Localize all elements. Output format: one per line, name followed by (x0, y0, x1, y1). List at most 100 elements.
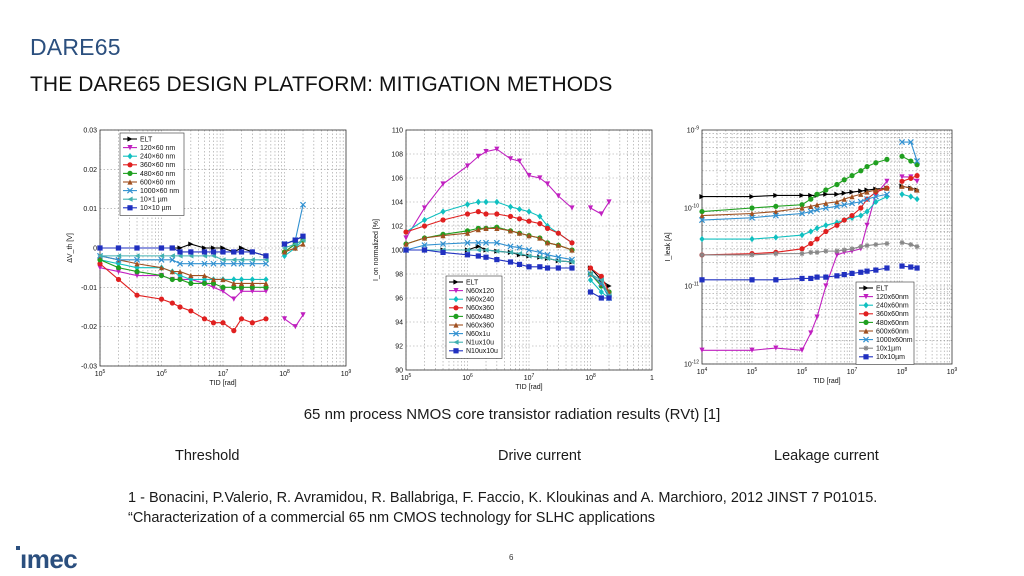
annealing-point (587, 271, 594, 277)
legend-marker (863, 285, 869, 291)
legend-entry: ELT (140, 136, 153, 143)
data-point (822, 204, 829, 212)
data-point (873, 160, 879, 166)
annealing-point (914, 158, 921, 165)
annealing-point (281, 241, 288, 247)
data-point (749, 235, 755, 243)
legend-marker (126, 187, 134, 194)
x-tick-label: 108 (279, 369, 290, 378)
data-point (848, 200, 856, 207)
data-point (231, 328, 237, 334)
data-point (263, 280, 269, 286)
data-point (238, 288, 245, 294)
plot-frame (701, 129, 953, 365)
data-point (814, 314, 820, 320)
data-point (858, 188, 864, 194)
legend-marker (863, 354, 869, 360)
y-tick-label: -0.02 (81, 324, 97, 331)
data-point (475, 209, 481, 215)
data-point (134, 292, 140, 298)
annealing-point (914, 162, 920, 168)
data-point (841, 196, 847, 202)
data-point (475, 243, 481, 249)
data-point (210, 320, 217, 326)
legend-entry: N60x480 (466, 314, 494, 321)
data-point (884, 265, 890, 271)
data-point (263, 316, 269, 322)
legend-entry: 360x60nm (876, 311, 909, 318)
legend-marker (453, 348, 459, 354)
data-point (97, 257, 103, 263)
data-point (134, 261, 140, 267)
data-point (177, 272, 183, 279)
legend-marker (127, 136, 133, 142)
legend-marker (863, 294, 869, 300)
reference-line-2: “Characterization of a commercial 65 nm … (128, 510, 656, 526)
data-point (834, 181, 840, 188)
data-point (699, 212, 705, 219)
y-tick-label: 90 (395, 368, 403, 375)
data-point (841, 201, 848, 208)
data-point (749, 252, 755, 258)
annealing-point (907, 139, 914, 146)
data-point (440, 181, 446, 187)
data-point (201, 249, 208, 255)
data-point (158, 296, 165, 302)
y-tick-label: 0.02 (83, 167, 97, 174)
data-point (569, 247, 575, 253)
data-point (864, 222, 870, 228)
data-point (555, 230, 561, 236)
data-point (201, 316, 208, 322)
annealing-point (898, 139, 906, 146)
figure-caption: 65 nm process NMOS core transistor radia… (303, 406, 721, 423)
data-point (464, 247, 471, 253)
data-point (483, 149, 489, 155)
data-point (555, 242, 561, 248)
data-point (507, 228, 514, 234)
data-point (403, 235, 409, 241)
legend-entry: 240×60 nm (140, 154, 175, 161)
data-point (188, 280, 194, 286)
data-point (799, 202, 805, 208)
series-1000x60nm (698, 139, 921, 224)
data-point (210, 249, 217, 255)
drive-current-chart: 105 106 107 108 1 90 92 94 96 98 100 102 104 106 108 11… (368, 118, 656, 398)
reference-line-1: 1 - Bonacini, P.Valerio, R. Avramidou, R… (128, 490, 878, 506)
legend-marker (453, 288, 459, 294)
data-point (773, 345, 779, 351)
data-point (864, 268, 870, 274)
legend-entry: N60x360 (466, 305, 494, 312)
data-point (238, 260, 245, 267)
legend-entry: 600x60nm (876, 328, 909, 335)
data-point (544, 265, 551, 271)
x-tick-label: 105 (95, 369, 106, 378)
data-point (834, 252, 840, 258)
series-line (99, 267, 266, 300)
data-point (773, 208, 779, 215)
annealing-point (899, 240, 905, 246)
data-point (798, 210, 806, 217)
data-point (537, 175, 543, 181)
data-point (169, 300, 175, 306)
data-point (814, 202, 820, 208)
data-point (569, 205, 575, 211)
data-point (177, 269, 183, 275)
legend-marker (453, 305, 459, 311)
legend-entry: ELT (876, 285, 889, 292)
x-tick-label: 106 (797, 367, 808, 376)
x-axis-label: TID [rad] (515, 384, 542, 391)
data-point (698, 217, 706, 224)
data-point (507, 243, 514, 250)
legend-entry: 10×1 µm (140, 197, 168, 204)
data-point (220, 320, 226, 326)
x-tick-label: 105 (401, 373, 412, 382)
data-point (823, 228, 829, 235)
annealing-point (292, 241, 298, 247)
x-tick-label: 108 (897, 367, 908, 376)
annealing-point (281, 249, 288, 255)
data-point (537, 264, 543, 270)
data-point (858, 191, 864, 197)
data-point (134, 269, 140, 275)
data-point (483, 247, 489, 253)
